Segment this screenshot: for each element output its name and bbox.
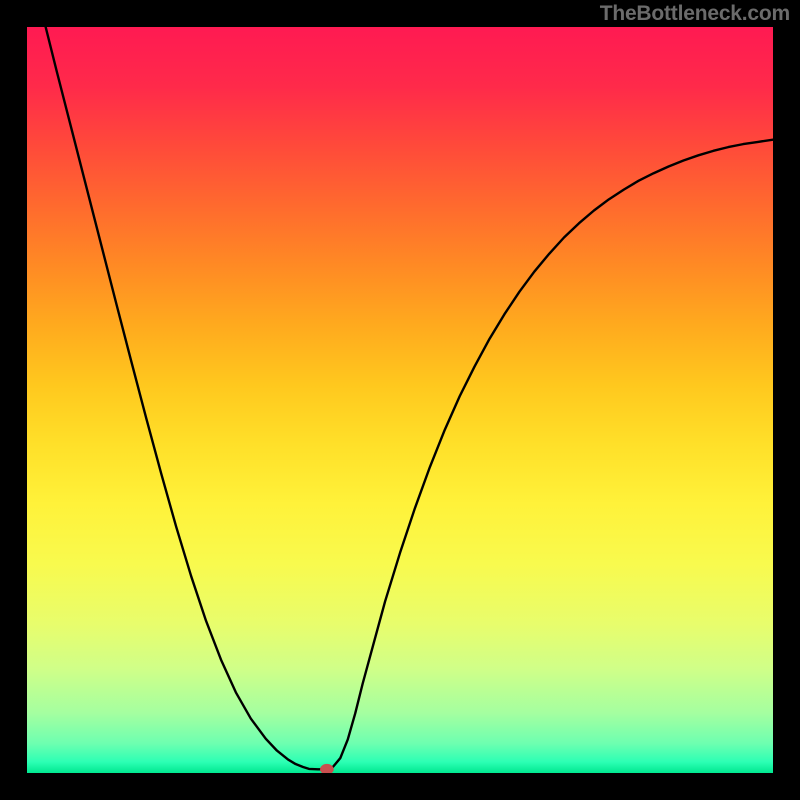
chart-svg xyxy=(27,27,773,773)
watermark-text: TheBottleneck.com xyxy=(600,2,790,26)
chart-background xyxy=(27,27,773,773)
chart-plot-area xyxy=(27,27,773,773)
optimal-point-marker xyxy=(321,764,334,773)
